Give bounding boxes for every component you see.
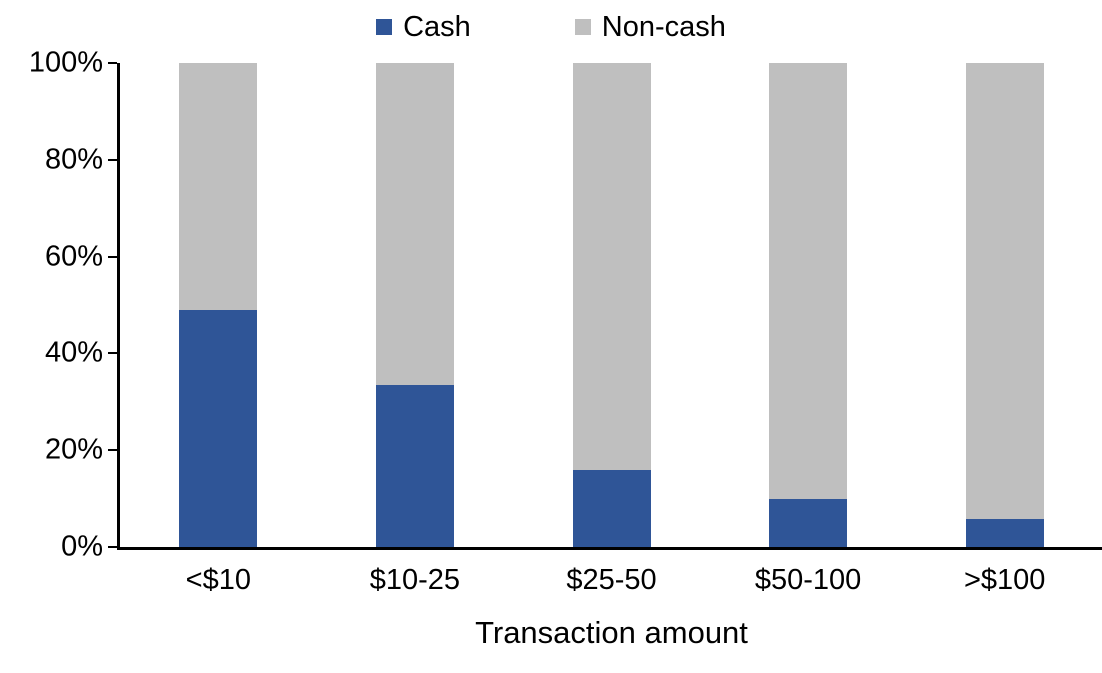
- bar-segment-cash: [572, 469, 651, 547]
- y-tick-label: 0%: [61, 530, 103, 563]
- x-category-label: $25-50: [566, 564, 657, 596]
- x-category-label: $10-25: [369, 564, 461, 596]
- x-category-label: $50-100: [754, 564, 862, 596]
- y-tick-label: 80%: [44, 143, 103, 176]
- x-category-label: >$100: [963, 564, 1046, 596]
- y-axis-tick: [108, 62, 117, 64]
- bar-1: [179, 63, 258, 547]
- y-axis-tick: [108, 449, 117, 452]
- legend-item-non-cash: Non-cash: [574, 10, 726, 44]
- y-tick-label: 40%: [44, 336, 103, 369]
- y-axis-tick: [108, 255, 117, 258]
- bar-segment-non-cash: [769, 63, 848, 499]
- bar-segment-non-cash: [375, 63, 454, 385]
- legend-label-non-cash: Non-cash: [601, 11, 726, 43]
- plot-area: Transaction amount 0% 20% 40% 60% 80% 100% <$1…: [29, 47, 1102, 650]
- legend-label-cash: Cash: [403, 11, 471, 43]
- bar-segment-non-cash: [572, 63, 651, 470]
- non-cash-swatch-icon: [574, 19, 591, 35]
- bar-4: [769, 63, 848, 547]
- x-category-label: <$10: [185, 564, 251, 596]
- y-tick-label: 60%: [44, 240, 103, 273]
- y-axis-tick: [108, 546, 117, 548]
- cash-swatch-icon: [376, 19, 393, 35]
- legend: Cash Non-cash: [0, 10, 1102, 44]
- y-tick-label: 100%: [28, 46, 103, 79]
- bar-segment-cash: [965, 518, 1044, 547]
- bar-segment-non-cash: [179, 63, 258, 310]
- y-axis-tick: [108, 158, 117, 161]
- x-axis-title: Transaction amount: [475, 615, 748, 650]
- bar-segment-non-cash: [965, 63, 1044, 519]
- y-axis-tick: [108, 352, 117, 355]
- legend-item-cash: Cash: [376, 10, 471, 44]
- bar-segment-cash: [769, 498, 848, 547]
- bar-5: [965, 63, 1044, 547]
- bar-2: [375, 63, 454, 547]
- y-tick-label: 20%: [44, 433, 103, 466]
- bar-3: [572, 63, 651, 547]
- bar-segment-cash: [179, 309, 258, 547]
- bar-segment-cash: [375, 384, 454, 547]
